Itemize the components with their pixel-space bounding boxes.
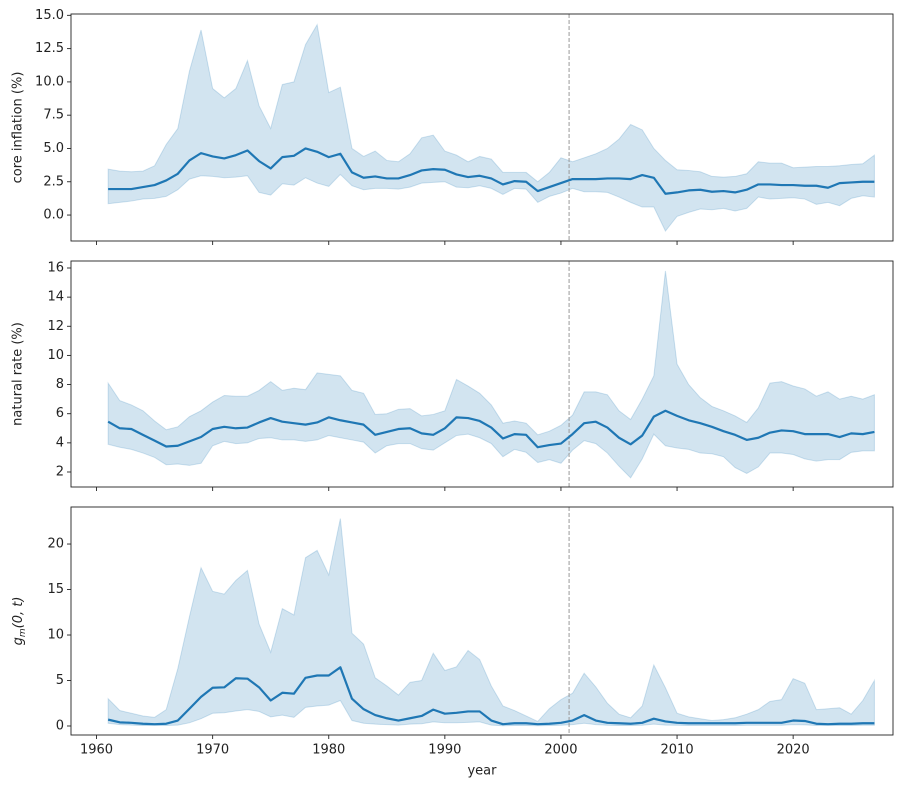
- y-tick-label: 8: [56, 377, 64, 392]
- y-tick-label: 12.5: [35, 41, 64, 56]
- y-axis-label-subscript: m: [18, 628, 28, 637]
- axes-frame: [70, 260, 894, 488]
- y-tick-label: 10: [47, 628, 64, 643]
- y-tick-label: 5.0: [43, 141, 64, 156]
- y-tick-label: 14: [47, 290, 64, 305]
- median-line: [107, 666, 875, 726]
- confidence-band: [107, 23, 875, 232]
- x-tick-label: 1960: [80, 743, 113, 758]
- y-tick-label: 2: [56, 464, 64, 479]
- y-tick-label: 10: [47, 348, 64, 363]
- median-line: [108, 147, 875, 195]
- y-tick-label: 0: [56, 718, 64, 733]
- y-axis-label: core inflation (%): [11, 72, 26, 184]
- y-tick-label: 12: [47, 319, 64, 334]
- y-tick-label: 5: [56, 673, 64, 688]
- y-tick-label: 0.0: [43, 208, 64, 223]
- confidence-band: [107, 518, 875, 727]
- y-axis-label: gm(0, t): [11, 597, 28, 646]
- median-line: [107, 409, 875, 449]
- y-tick-label: 4: [56, 435, 64, 450]
- x-tick-label: 1980: [312, 743, 345, 758]
- y-tick-label: 15: [47, 582, 64, 597]
- axes-frame: [70, 13, 894, 242]
- y-axis-label: natural rate (%): [11, 322, 26, 426]
- x-tick-label: 1990: [428, 743, 461, 758]
- y-tick-label: 7.5: [43, 108, 64, 123]
- y-axis-label-base: g: [11, 637, 26, 645]
- y-tick-label: 10.0: [35, 74, 64, 89]
- axes-frame: [70, 506, 894, 736]
- x-tick-label: 2010: [661, 743, 694, 758]
- y-tick-label: 6: [56, 406, 64, 421]
- y-tick-label: 20: [47, 537, 64, 552]
- y-tick-label: 15.0: [35, 8, 64, 23]
- x-tick-label: 2020: [777, 743, 810, 758]
- y-tick-label: 2.5: [43, 174, 64, 189]
- confidence-band: [107, 270, 875, 479]
- x-axis-label: year: [467, 764, 497, 779]
- y-axis-label-rest: (0, t): [11, 597, 26, 629]
- x-tick-label: 1970: [196, 743, 229, 758]
- x-tick-label: 2000: [544, 743, 577, 758]
- y-tick-label: 16: [47, 260, 64, 275]
